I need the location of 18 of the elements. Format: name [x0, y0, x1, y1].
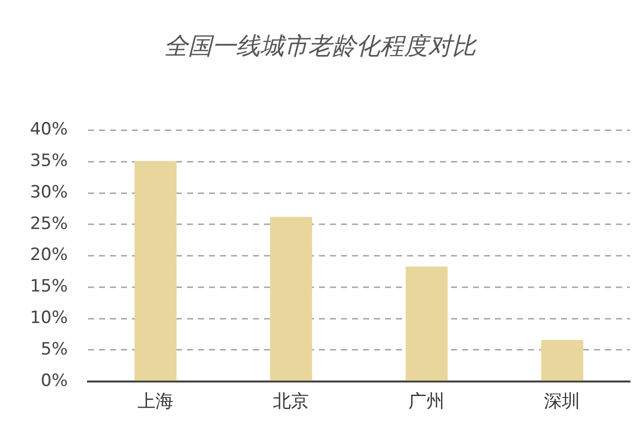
x-tick-label: 上海 — [138, 390, 174, 412]
y-tick-label: 5% — [40, 339, 68, 360]
bar — [541, 340, 584, 381]
x-tick-label: 北京 — [273, 390, 310, 412]
x-tick-label: 深圳 — [544, 390, 580, 412]
bar — [406, 266, 448, 381]
y-tick-label: 20% — [30, 245, 68, 266]
y-tick-label: 15% — [30, 276, 68, 297]
y-tick-label: 40% — [30, 120, 68, 140]
bar — [134, 160, 177, 381]
y-tick-label: 30% — [30, 182, 68, 202]
bar — [270, 216, 312, 381]
chart-title: 全国一线城市老龄化程度对比 — [163, 31, 478, 62]
y-tick-label: 35% — [30, 151, 68, 172]
y-tick-label: 25% — [30, 214, 68, 234]
y-tick-label: 10% — [30, 308, 68, 328]
x-tick-label: 广州 — [408, 390, 445, 412]
y-tick-label: 0% — [40, 370, 68, 391]
